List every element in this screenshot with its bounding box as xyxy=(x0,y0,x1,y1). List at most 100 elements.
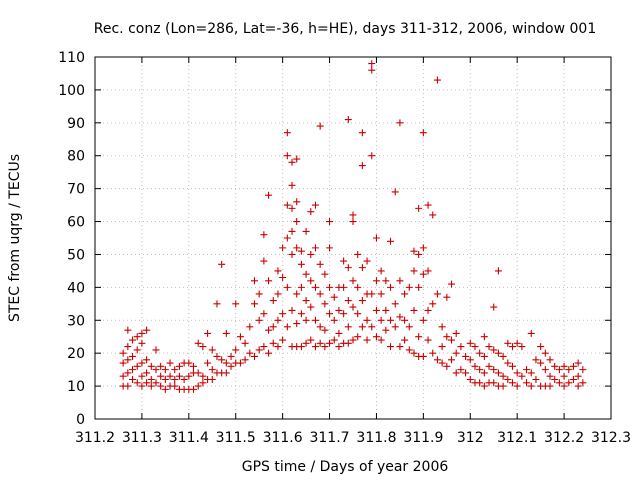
data-point xyxy=(349,218,357,226)
data-point xyxy=(579,366,587,374)
data-point xyxy=(316,323,324,331)
data-point xyxy=(311,343,319,351)
data-point xyxy=(569,362,577,370)
data-point xyxy=(387,316,395,324)
y-tick-label: 10 xyxy=(67,379,85,395)
data-point xyxy=(349,211,357,219)
data-point xyxy=(433,356,441,364)
data-point xyxy=(119,359,127,367)
data-point xyxy=(124,326,132,334)
data-point xyxy=(490,303,498,311)
data-point xyxy=(133,362,141,370)
data-point xyxy=(344,323,352,331)
data-point xyxy=(326,283,334,291)
data-point xyxy=(279,336,287,344)
data-point xyxy=(480,333,488,341)
data-point xyxy=(138,359,146,367)
data-point xyxy=(532,376,540,384)
data-point xyxy=(222,329,230,337)
data-point xyxy=(518,372,526,380)
data-point xyxy=(269,339,277,347)
data-point xyxy=(415,250,423,258)
data-point xyxy=(527,382,535,390)
data-point xyxy=(424,336,432,344)
data-point xyxy=(190,385,198,393)
data-point xyxy=(274,316,282,324)
data-point xyxy=(480,369,488,377)
data-point xyxy=(443,333,451,341)
data-point xyxy=(401,316,409,324)
data-point xyxy=(119,372,127,380)
data-point xyxy=(236,333,244,341)
y-tick-label: 50 xyxy=(67,247,85,263)
x-tick-label: 312.1 xyxy=(497,430,537,446)
data-point xyxy=(565,379,573,387)
data-point xyxy=(265,191,273,199)
data-point xyxy=(316,122,324,130)
data-point xyxy=(485,343,493,351)
data-point xyxy=(368,66,376,74)
data-point xyxy=(438,323,446,331)
data-point xyxy=(508,379,516,387)
chart-title: Rec. conz (Lon=286, Lat=-36, h=HE), days… xyxy=(94,21,596,37)
data-point xyxy=(410,267,418,275)
data-point xyxy=(396,343,404,351)
data-point xyxy=(541,366,549,374)
data-point xyxy=(293,320,301,328)
data-point xyxy=(143,356,151,364)
data-point xyxy=(330,336,338,344)
data-point xyxy=(133,346,141,354)
data-point xyxy=(316,260,324,268)
data-point xyxy=(307,208,315,216)
data-point xyxy=(283,201,291,209)
data-point xyxy=(429,211,437,219)
data-point xyxy=(429,349,437,357)
data-point xyxy=(293,290,301,298)
data-point xyxy=(279,244,287,252)
data-point xyxy=(377,290,385,298)
data-point xyxy=(250,300,258,308)
x-tick-label: 311.2 xyxy=(75,430,115,446)
data-point xyxy=(208,376,216,384)
data-point xyxy=(288,306,296,314)
data-point xyxy=(546,382,554,390)
data-point xyxy=(560,372,568,380)
data-point xyxy=(490,346,498,354)
data-point xyxy=(204,359,212,367)
data-point xyxy=(194,339,202,347)
data-point xyxy=(448,280,456,288)
data-point xyxy=(396,277,404,285)
data-point xyxy=(340,310,348,318)
data-point xyxy=(363,336,371,344)
data-point xyxy=(508,362,516,370)
data-point xyxy=(302,316,310,324)
data-point xyxy=(448,356,456,364)
data-point xyxy=(302,270,310,278)
data-point xyxy=(297,260,305,268)
data-point xyxy=(232,346,240,354)
data-point xyxy=(124,343,132,351)
data-point xyxy=(466,339,474,347)
data-point xyxy=(490,366,498,374)
data-point xyxy=(180,376,188,384)
data-point xyxy=(541,349,549,357)
data-point xyxy=(457,366,465,374)
data-point xyxy=(218,356,226,364)
data-point xyxy=(574,359,582,367)
x-tick-label: 311.5 xyxy=(216,430,256,446)
data-point xyxy=(288,227,296,235)
data-point xyxy=(415,204,423,212)
data-point xyxy=(527,329,535,337)
data-point xyxy=(208,366,216,374)
data-point xyxy=(307,277,315,285)
data-point xyxy=(161,385,169,393)
data-point xyxy=(171,366,179,374)
data-point xyxy=(260,310,268,318)
data-point xyxy=(307,303,315,311)
data-point xyxy=(161,376,169,384)
data-point xyxy=(269,297,277,305)
data-point xyxy=(527,369,535,377)
data-point xyxy=(129,366,137,374)
data-point xyxy=(457,343,465,351)
